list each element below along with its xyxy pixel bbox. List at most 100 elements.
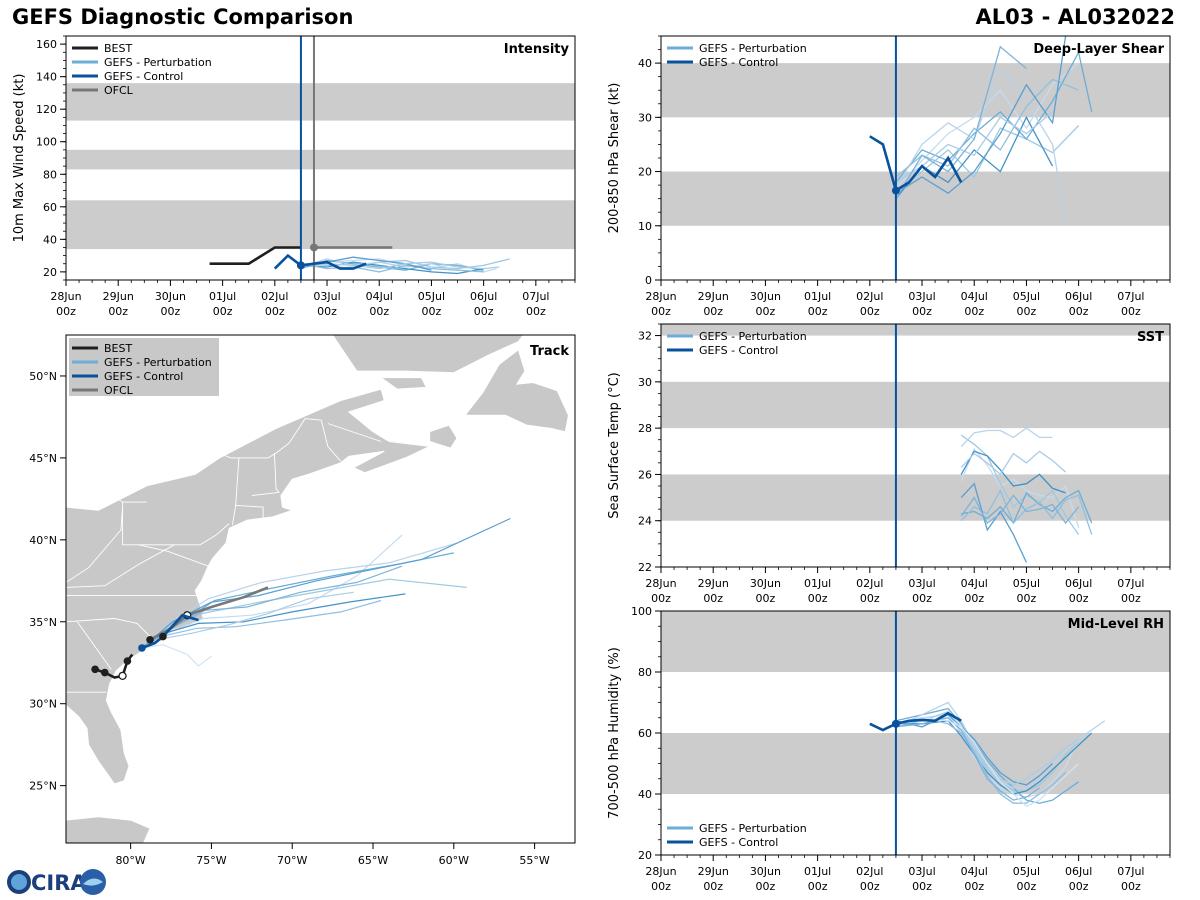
control-line [869,135,963,193]
ofcl-position-marker [146,636,154,644]
ofcl-marker [309,243,318,252]
y-tick-label: 100 [631,605,652,618]
track-map: 80°W 75°W 70°W 65°W 60°W 55°W 25°N 30°N 35°N 40°N… [29,334,576,867]
threshold-band [661,611,1170,672]
x-tick-label: 03Jul [908,865,935,878]
y-tick-label: 20 [638,166,652,179]
x-tick-label: 00z [422,305,442,318]
legend-label: GEFS - Control [104,370,183,383]
y-tick-label: 40 [638,57,652,70]
x-tick-label: 00z [964,880,984,893]
x-tick-label: 00z [808,880,828,893]
political-border [65,618,154,641]
political-border [65,391,342,462]
cira-logo: CIRA [7,869,106,895]
x-tick-label: 00z [703,592,723,605]
perturbation-member-line [300,263,484,273]
y-tick-label: 100 [36,136,57,149]
lon-tick-label: 75°W [196,854,226,867]
political-border [138,544,209,567]
x-tick-label: 01Jul [804,865,831,878]
threshold-band [661,474,1170,521]
perturbation-member-line [960,427,1053,448]
lat-tick-label: 30°N [29,698,57,711]
lon-tick-label: 70°W [277,854,307,867]
x-tick-label: 03Jul [908,290,935,303]
x-tick-label: 04Jul [366,290,393,303]
y-tick-label: 20 [638,849,652,862]
x-tick-label: 00z [265,305,285,318]
perturbation-track [141,599,382,649]
x-tick-label: 00z [860,880,880,893]
x-tick-label: 30Jun [750,290,781,303]
perturbation-member-line [895,45,1027,200]
y-tick-label: 20 [43,266,57,279]
legend-label: GEFS - Perturbation [104,56,212,69]
x-tick-label: 00z [860,592,880,605]
lat-tick-label: 25°N [29,780,57,793]
legend-label: GEFS - Perturbation [699,42,807,55]
y-tick-label: 30 [638,376,652,389]
political-border [65,507,124,583]
panel-title: Deep-Layer Shear [1033,42,1164,57]
control-position-marker [138,644,146,652]
legend-label: GEFS - Control [699,56,778,69]
x-tick-label: 07Jul [1117,577,1144,590]
perturbation-member-line [895,717,1080,807]
perturbation-member-line [300,261,500,270]
x-tick-label: 04Jul [961,577,988,590]
x-tick-label: 00z [756,880,776,893]
y-axis-label: 700-500 hPa Humidity (%) [607,647,622,819]
x-tick-label: 07Jul [1117,290,1144,303]
x-tick-label: 00z [1017,592,1037,605]
x-tick-label: 00z [108,305,128,318]
y-tick-label: 28 [638,422,652,435]
x-tick-label: 28Jun [645,865,676,878]
y-tick-label: 80 [638,666,652,679]
legend-label: GEFS - Control [104,70,183,83]
y-tick-label: 32 [638,330,652,343]
y-axis-label: 200-850 hPa Shear (kt) [607,83,622,234]
intensity-chart: 20 40 60 80 100 120 140 160 28Jun 00z 29Jun 00z 30Ju… [12,35,576,318]
perturbation-member-line [300,258,445,268]
y-tick-label: 60 [43,201,57,214]
x-tick-label: 28Jun [645,577,676,590]
x-tick-label: 06Jul [1065,865,1092,878]
x-tick-label: 05Jul [1013,290,1040,303]
best-line [209,246,301,265]
lat-tick-label: 50°N [29,370,57,383]
land-area [464,348,570,433]
shear-chart: 0 10 20 30 40 28Jun 00z 29Jun 00z 30Jun 00z 01Jul 00… [607,35,1171,318]
x-tick-label: 29Jun [698,577,729,590]
logo-text: CIRA [31,871,87,895]
legend-label: GEFS - Perturbation [104,356,212,369]
y-tick-label: 30 [638,111,652,124]
threshold-band [661,324,1170,336]
perturbation-member-line [300,261,484,275]
y-tick-label: 24 [638,515,652,528]
legend-label: GEFS - Control [699,344,778,357]
x-tick-label: 00z [703,880,723,893]
plot-frame [660,610,1171,856]
x-tick-label: 00z [808,305,828,318]
x-tick-label: 04Jul [961,865,988,878]
perturbation-member-line [960,482,1027,563]
perturbation-member-line [895,50,1093,183]
perturbation-member-line [960,450,1067,476]
x-tick-label: 00z [651,592,671,605]
x-tick-label: 00z [213,305,233,318]
x-tick-label: 28Jun [645,290,676,303]
x-tick-label: 00z [651,880,671,893]
best-position-marker [91,665,99,674]
x-tick-label: 06Jul [470,290,497,303]
threshold-band [66,83,575,121]
x-tick-label: 00z [756,305,776,318]
x-tick-label: 00z [808,592,828,605]
lon-tick-label: 60°W [439,854,469,867]
threshold-band [661,171,1170,226]
perturbation-member-line [895,707,1079,804]
x-tick-label: 00z [1069,592,1089,605]
x-tick-label: 05Jul [1013,865,1040,878]
x-tick-label: 00z [964,592,984,605]
political-border [273,452,280,493]
